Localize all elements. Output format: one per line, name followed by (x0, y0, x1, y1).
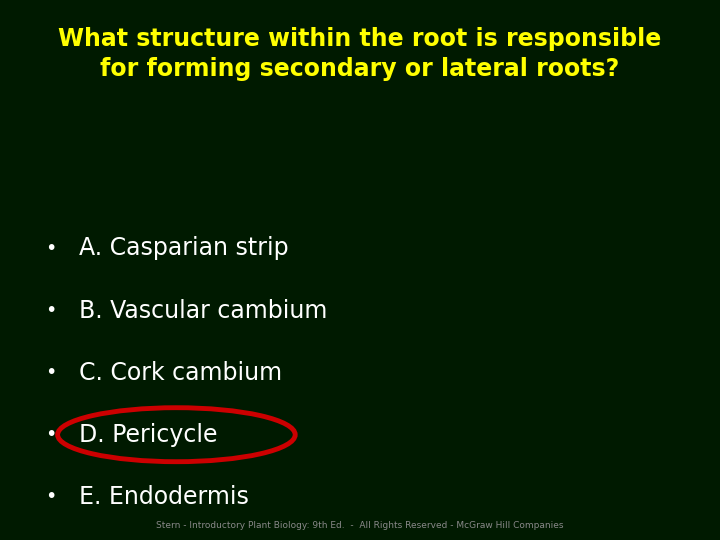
Text: C. Cork cambium: C. Cork cambium (79, 361, 282, 384)
Text: What structure within the root is responsible
for forming secondary or lateral r: What structure within the root is respon… (58, 27, 662, 80)
Text: •: • (45, 363, 56, 382)
Text: B. Vascular cambium: B. Vascular cambium (79, 299, 328, 322)
Text: •: • (45, 487, 56, 507)
Text: E. Endodermis: E. Endodermis (79, 485, 249, 509)
Text: Stern - Introductory Plant Biology: 9th Ed.  -  All Rights Reserved - McGraw Hil: Stern - Introductory Plant Biology: 9th … (156, 521, 564, 530)
Text: D. Pericycle: D. Pericycle (79, 423, 217, 447)
Text: •: • (45, 301, 56, 320)
Text: •: • (45, 239, 56, 258)
Text: A. Casparian strip: A. Casparian strip (79, 237, 289, 260)
Text: •: • (45, 425, 56, 444)
